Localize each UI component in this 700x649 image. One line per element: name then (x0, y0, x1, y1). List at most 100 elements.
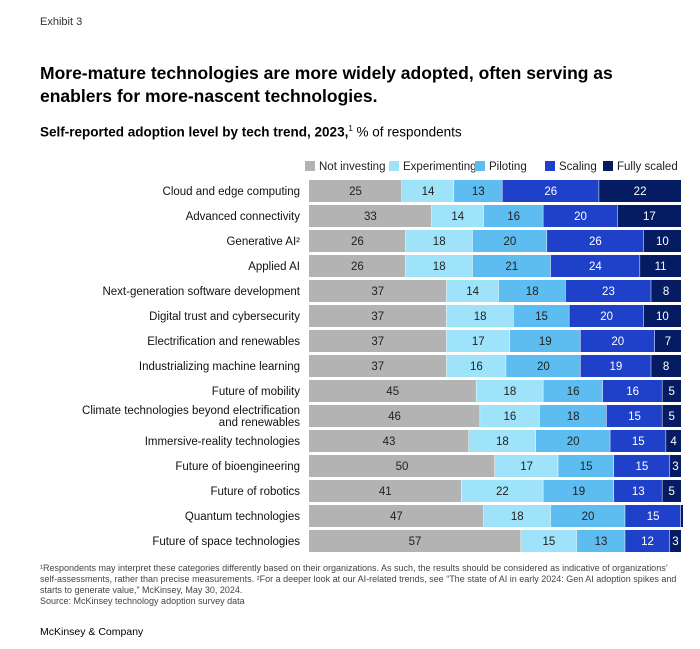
bar-segment (569, 305, 644, 327)
bar-segment (502, 180, 600, 202)
bar-segment (402, 180, 455, 202)
bar-segment (309, 280, 447, 302)
bar-segment (565, 280, 652, 302)
category-label: Future of robotics (211, 486, 301, 498)
bar-segment (543, 380, 603, 402)
data-label: 26 (544, 186, 557, 198)
data-label: 5 (668, 386, 674, 398)
bar-segment (662, 405, 681, 427)
category-label: Next-generation software development (102, 286, 300, 298)
bar-segment (483, 205, 544, 227)
data-label: 19 (610, 361, 623, 373)
bar-segment (309, 230, 406, 252)
data-label: 7 (665, 336, 671, 348)
bar-segment (535, 430, 611, 452)
legend-swatch (603, 161, 613, 171)
bar-segment (669, 455, 681, 477)
data-label: 21 (505, 261, 518, 273)
data-label: 45 (386, 386, 399, 398)
data-label: 24 (589, 261, 602, 273)
bar-segment (643, 305, 681, 327)
data-label: 46 (388, 411, 401, 423)
bar-segment (405, 255, 473, 277)
category-label: Quantum technologies (185, 511, 300, 523)
category-label: Cloud and edge computing (163, 186, 300, 198)
bar-segment (625, 505, 681, 527)
data-label: 26 (589, 236, 602, 248)
bar-segment (614, 480, 663, 502)
category-label: Applied AI (248, 261, 300, 273)
subtitle-main: Self-reported adoption level by tech tre… (40, 124, 349, 140)
data-label: 19 (572, 486, 585, 498)
chart-subtitle: Self-reported adoption level by tech tre… (40, 124, 462, 140)
data-label: 20 (537, 361, 550, 373)
data-label: 15 (535, 311, 548, 323)
bar-segment (543, 205, 618, 227)
legend-swatch (305, 161, 315, 171)
bar-segment (509, 330, 581, 352)
bar-segment (547, 230, 644, 252)
data-label: 16 (503, 411, 516, 423)
bar-segment (643, 230, 681, 252)
data-label: 14 (451, 211, 464, 223)
data-label: 19 (539, 336, 552, 348)
data-label: 37 (371, 361, 384, 373)
data-label: 10 (656, 236, 669, 248)
exhibit-label: Exhibit 3 (40, 16, 83, 28)
bar-segment (483, 505, 551, 527)
data-label: 33 (364, 211, 377, 223)
bar-segment (461, 480, 544, 502)
bar-segment (651, 355, 681, 377)
data-label: 20 (567, 436, 580, 448)
data-label: 15 (632, 436, 645, 448)
bar-segment (309, 480, 462, 502)
bar-segment (446, 355, 507, 377)
category-label: Advanced connectivity (186, 211, 301, 223)
bar-segment (602, 380, 663, 402)
data-label: 18 (474, 311, 487, 323)
category-label: and renewables (219, 417, 300, 429)
bar-segment (472, 255, 551, 277)
data-label: 15 (636, 461, 649, 473)
bar-segment (666, 430, 681, 452)
data-label: 3 (672, 536, 678, 548)
data-label: 17 (520, 461, 533, 473)
legend-label: Scaling (559, 161, 597, 173)
data-label: 5 (668, 411, 674, 423)
bar-segment (309, 405, 481, 427)
category-label: Electrification and renewables (147, 336, 300, 348)
data-label: 14 (466, 286, 479, 298)
data-label: 41 (379, 486, 392, 498)
source-note: Source: McKinsey technology adoption sur… (40, 596, 245, 606)
footnote: ¹Respondents may interpret these categor… (40, 563, 677, 595)
bar-segment (446, 330, 510, 352)
data-label: 14 (422, 186, 435, 198)
subtitle-unit: % of respondents (352, 124, 462, 140)
data-label: 18 (567, 411, 580, 423)
data-label: 37 (371, 286, 384, 298)
category-label: Immersive-reality technologies (145, 436, 301, 448)
category-label: Future of mobility (212, 386, 300, 398)
data-label: 20 (582, 511, 595, 523)
legend-label: Experimenting (403, 161, 477, 173)
bar-segment (543, 480, 615, 502)
legend-label: Piloting (489, 161, 527, 173)
bar-segment (309, 380, 477, 402)
bar-segment (640, 255, 681, 277)
data-label: 37 (371, 336, 384, 348)
legend-swatch (545, 161, 555, 171)
bar-segment (309, 180, 402, 202)
data-label: 5 (668, 486, 674, 498)
data-label: 23 (602, 286, 615, 298)
bar-segment (610, 430, 667, 452)
bar-segment (576, 530, 626, 552)
stacked-bar-chart: Not investing Experimenting Piloting Scalin… (82, 161, 683, 552)
bar-segment (476, 380, 544, 402)
bar-segment (480, 405, 540, 427)
bar-segment (599, 180, 681, 202)
chart-title: More-mature technologies are more widely… (40, 63, 613, 106)
bar-segment (614, 455, 670, 477)
category-label: Industrializing machine learning (139, 361, 300, 373)
legend-swatch (389, 161, 399, 171)
data-label: 18 (496, 436, 509, 448)
